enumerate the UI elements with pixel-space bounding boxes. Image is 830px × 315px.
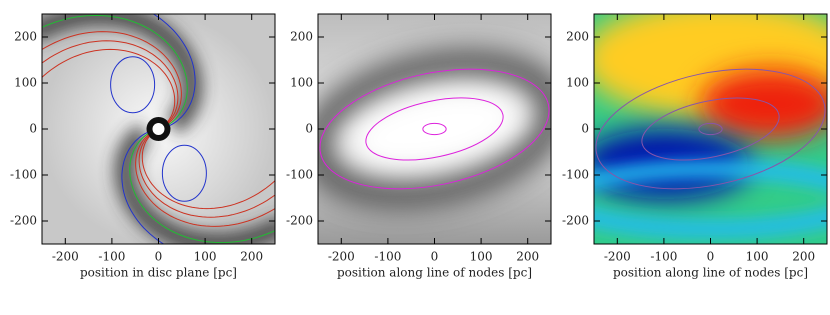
x-tick-label: -200 — [328, 250, 355, 264]
x-tick-label: -200 — [52, 250, 79, 264]
y-tick-label: 0 — [29, 122, 37, 136]
image-panel — [303, 14, 565, 244]
core-hole — [153, 123, 165, 135]
x-tick-label: -200 — [604, 250, 631, 264]
y-tick-label: 200 — [566, 30, 589, 44]
y-tick-label: 200 — [290, 30, 313, 44]
x-tick-label: -100 — [98, 250, 125, 264]
y-tick-label: 0 — [305, 122, 313, 136]
y-tick-label: -200 — [10, 214, 37, 228]
y-tick-label: 100 — [566, 76, 589, 90]
y-tick-label: 0 — [581, 122, 589, 136]
x-tick-label: 0 — [431, 250, 439, 264]
x-tick-label: 100 — [194, 250, 217, 264]
y-tick-label: 200 — [14, 30, 37, 44]
x-tick-label: 100 — [746, 250, 769, 264]
image-panel — [27, 0, 290, 262]
x-tick-label: 200 — [792, 250, 815, 264]
x-tick-label: -100 — [650, 250, 677, 264]
x-tick-label: 0 — [707, 250, 715, 264]
contour — [423, 123, 446, 134]
x-tick-label: 200 — [516, 250, 539, 264]
y-tick-label: 100 — [14, 76, 37, 90]
y-tick-label: -100 — [562, 168, 589, 182]
y-tick-label: -100 — [10, 168, 37, 182]
image-panel — [561, 0, 830, 244]
y-tick-label: 100 — [290, 76, 313, 90]
y-tick-label: -100 — [286, 168, 313, 182]
x-tick-label: 0 — [155, 250, 163, 264]
y-tick-label: -200 — [286, 214, 313, 228]
y-tick-label: -200 — [562, 214, 589, 228]
x-axis-label: position along line of nodes [pc] — [337, 266, 532, 280]
x-axis-label: position along line of nodes [pc] — [613, 266, 808, 280]
x-tick-label: -100 — [374, 250, 401, 264]
x-tick-label: 100 — [470, 250, 493, 264]
x-axis-label: position in disc plane [pc] — [80, 266, 237, 280]
x-tick-label: 200 — [240, 250, 263, 264]
